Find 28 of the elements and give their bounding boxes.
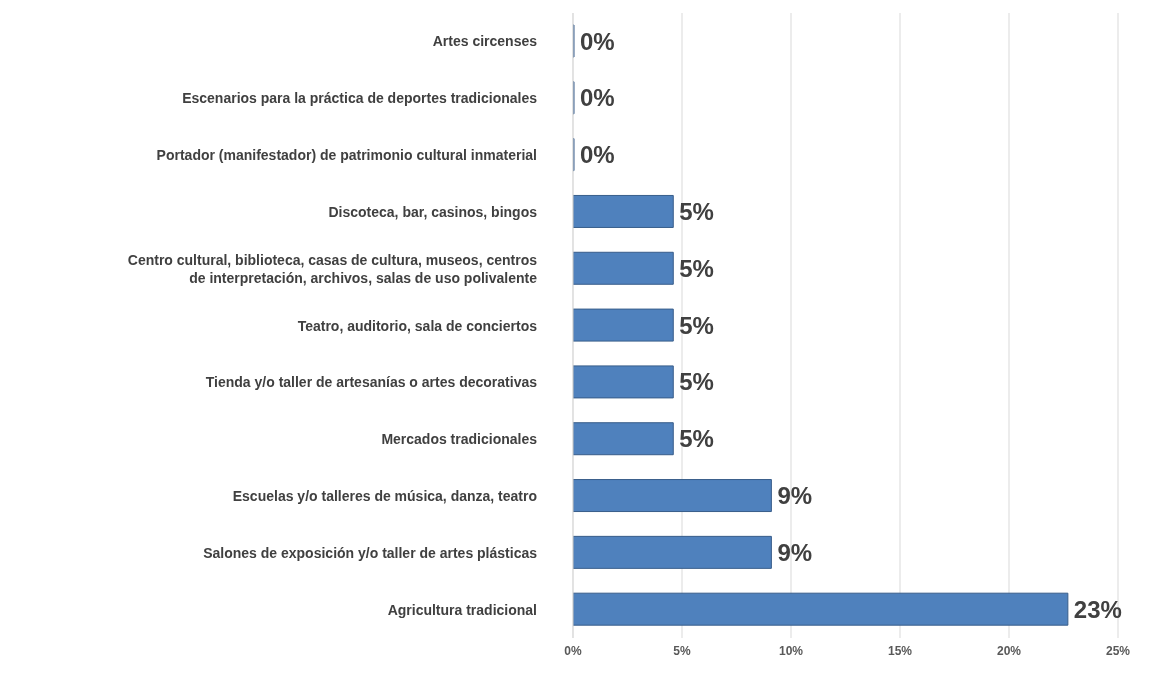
data-label: 9%	[777, 538, 813, 566]
y-tick-label: Salones de exposición y/o taller de artes plásticas	[203, 544, 538, 561]
y-tick-label: Agricultura tradicional	[387, 601, 537, 618]
x-tick-label: 15%	[887, 643, 913, 658]
data-label: 0%	[580, 141, 615, 169]
data-label: 0%	[580, 84, 615, 112]
y-tick-label: Portador (manifestador) de patrimonio cultural inmaterial	[156, 147, 537, 164]
y-tick-label: Centro cultural, biblioteca, casas de cultura, museos, centros de interpretación, archivos, salas de uso polivalente	[127, 251, 538, 286]
data-label: 5%	[679, 197, 714, 225]
y-tick-label: Teatro, auditorio, sala de conciertos	[297, 317, 538, 334]
y-tick-label: Tienda y/o taller de artesanías o artes decorativas	[205, 374, 538, 391]
y-tick-label: Artes circenses	[432, 33, 538, 50]
x-tick-label: 10%	[778, 643, 804, 658]
x-tick-label: 25%	[1105, 643, 1131, 658]
y-tick-label: Escuelas y/o talleres de música, danza, teatro	[232, 487, 537, 504]
data-label: 0%	[580, 27, 615, 55]
data-label: 23%	[1073, 595, 1122, 623]
y-tick-label: Mercados tradicionales	[381, 431, 538, 448]
data-label: 5%	[679, 425, 714, 453]
x-tick-label: 5%	[673, 643, 691, 658]
data-label: 9%	[777, 482, 813, 510]
x-tick-label: 20%	[996, 643, 1022, 658]
data-label: 5%	[679, 254, 714, 282]
y-tick-label: Escenarios para la práctica de deportes tradicionales	[182, 90, 538, 107]
y-tick-label: Discoteca, bar, casinos, bingos	[328, 203, 538, 220]
x-tick-label: 0%	[564, 643, 582, 658]
data-label: 5%	[679, 368, 714, 396]
data-label: 5%	[679, 311, 714, 339]
